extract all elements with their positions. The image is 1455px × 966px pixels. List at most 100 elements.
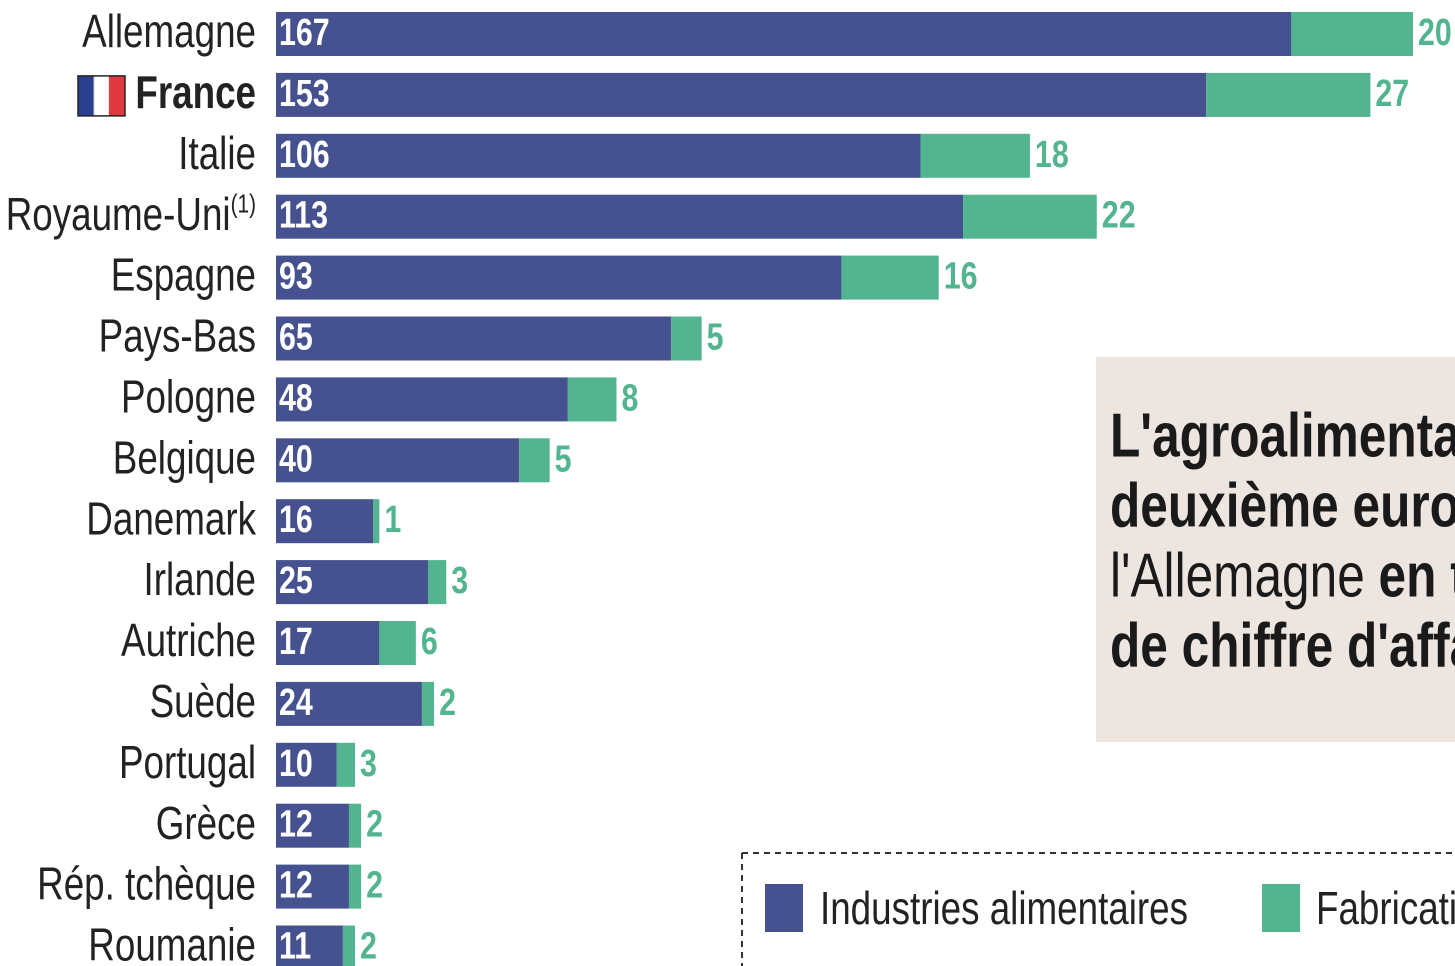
- bar-segment: [276, 377, 568, 422]
- value-label: 2: [366, 865, 383, 907]
- value-label: 8: [621, 377, 638, 419]
- legend-label: Fabricati: [1316, 882, 1455, 934]
- value-label: 16: [279, 499, 313, 541]
- category-label: Irlande: [144, 553, 256, 605]
- category-label: Autriche: [121, 614, 256, 666]
- bar-segment: [276, 133, 921, 178]
- category-name: Portugal: [119, 736, 256, 788]
- value-label: 3: [360, 743, 377, 785]
- category-marker: (1): [231, 189, 256, 218]
- category-label: Suède: [150, 675, 256, 727]
- value-label: 20: [1418, 12, 1452, 54]
- category-label: Portugal: [119, 736, 256, 788]
- bar-segment: [276, 438, 520, 483]
- value-label: 93: [279, 256, 313, 298]
- annotation-line: l'Allemagne en te: [1110, 540, 1455, 610]
- bar-segment: [567, 377, 617, 422]
- annotation-segment: de chiffre d'affai: [1110, 610, 1455, 680]
- category-name: Irlande: [144, 553, 256, 605]
- value-label: 2: [360, 925, 377, 966]
- category-name: Espagne: [111, 249, 256, 301]
- bar-segment: [428, 560, 447, 605]
- bar-segment: [276, 681, 422, 726]
- category-label: Danemark: [86, 492, 256, 544]
- value-label: 2: [366, 804, 383, 846]
- value-label: 167: [279, 12, 330, 54]
- category-name: Grèce: [156, 797, 256, 849]
- category-name: Danemark: [86, 492, 256, 544]
- bar-segment: [1206, 72, 1371, 117]
- annotation-segment: en te: [1365, 540, 1455, 610]
- value-label: 153: [279, 73, 330, 115]
- bar-segment: [336, 742, 356, 787]
- value-label: 16: [944, 256, 978, 298]
- annotation-segment: deuxième europ: [1110, 470, 1455, 540]
- value-label: 22: [1102, 195, 1136, 237]
- category-name: Suède: [150, 675, 256, 727]
- legend-label: Industries alimentaires: [820, 882, 1188, 934]
- flag-border: [77, 75, 126, 117]
- annotation-line: deuxième europ: [1110, 470, 1455, 540]
- category-name: Pologne: [121, 371, 256, 423]
- value-label: 113: [279, 195, 328, 237]
- bar-segment: [276, 194, 964, 239]
- category-label: Grèce: [156, 797, 256, 849]
- category-name: France: [135, 66, 256, 118]
- category-label: Allemagne: [82, 5, 256, 57]
- value-label: 24: [279, 682, 313, 724]
- flag-white: [93, 75, 110, 117]
- bar-segment: [841, 255, 939, 300]
- value-label: 11: [279, 925, 311, 966]
- category-name: Allemagne: [82, 5, 256, 57]
- bar-segment: [276, 803, 349, 848]
- category-label: Pologne: [121, 371, 256, 423]
- flag-blue: [78, 75, 94, 116]
- category-name: Pays-Bas: [99, 310, 256, 362]
- category-label: Rép. tchèque: [37, 858, 256, 910]
- annotation-line: de chiffre d'affai: [1110, 610, 1455, 680]
- bar-segment: [421, 681, 435, 726]
- value-label: 12: [279, 865, 313, 907]
- value-label: 18: [1035, 134, 1069, 176]
- value-label: 25: [279, 560, 313, 602]
- category-name: Belgique: [113, 431, 256, 483]
- bar-segment: [373, 499, 380, 544]
- value-label: 2: [439, 682, 456, 724]
- bar-segment: [276, 925, 343, 966]
- bar-segment: [348, 864, 362, 909]
- annotation-line: L'agroalimentair: [1110, 400, 1455, 470]
- category-name: Royaume-Uni: [6, 188, 231, 240]
- annotation-segment: l'Allemagne: [1110, 540, 1365, 610]
- bar-segment: [276, 621, 380, 665]
- value-label: 1: [384, 499, 401, 541]
- category-name: Italie: [178, 127, 256, 179]
- value-label: 106: [279, 134, 330, 176]
- category-label: Belgique: [113, 431, 256, 483]
- value-label: 6: [421, 621, 438, 663]
- value-label: 27: [1375, 73, 1409, 115]
- category-label: Pays-Bas: [99, 310, 256, 362]
- bar-segment: [276, 255, 842, 300]
- bar-segment: [348, 803, 362, 848]
- legend-box: [741, 852, 1455, 966]
- bar-segment: [519, 438, 550, 483]
- value-label: 17: [279, 621, 313, 663]
- legend-swatch: [765, 884, 803, 932]
- bar-segment: [379, 621, 416, 665]
- bar-segment: [276, 560, 428, 605]
- legend-swatch: [1262, 884, 1300, 932]
- bar-segment: [963, 194, 1097, 239]
- bar-segment: [671, 316, 702, 361]
- value-label: 48: [279, 377, 313, 419]
- flag-red: [109, 75, 125, 116]
- category-name: Roumanie: [88, 919, 256, 966]
- category-label: Roumanie: [88, 919, 256, 966]
- category-name: Rép. tchèque: [37, 858, 256, 910]
- bar-segment: [276, 742, 337, 787]
- bar-segment: [1291, 12, 1413, 56]
- bar-segment: [342, 925, 356, 966]
- bar-segment: [920, 133, 1030, 178]
- category-label: France: [135, 66, 256, 118]
- bar-segment: [276, 864, 349, 909]
